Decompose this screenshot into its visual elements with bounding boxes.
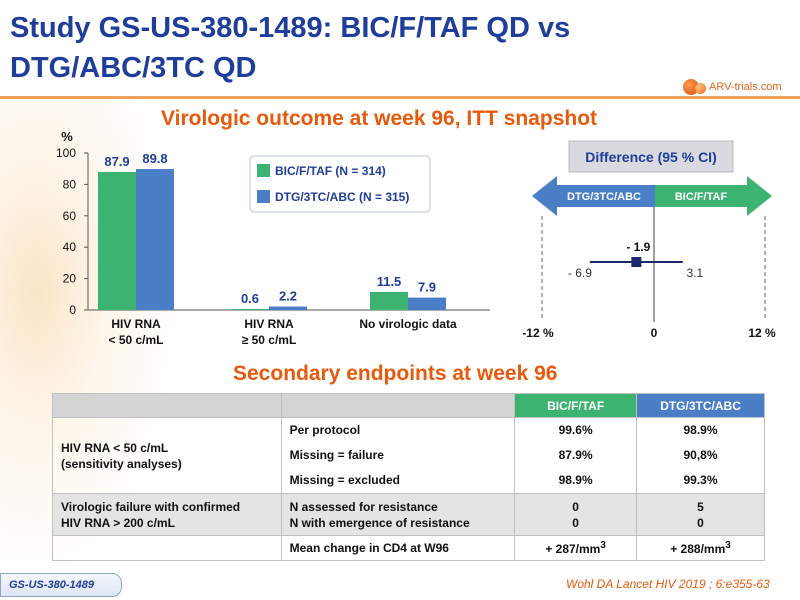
cd4-dtg-value: + 288/mm [670, 542, 726, 556]
header-bic: BIC/F/TAF [514, 393, 638, 418]
cd4-bic-value: + 287/mm [545, 542, 601, 556]
cd4-label: Mean change in CD4 at W96 [280, 535, 516, 561]
bar-value-label: 7.9 [418, 280, 436, 295]
legend-swatch-bic [257, 164, 270, 177]
cd4-bic-cell: + 287/mm3 [514, 535, 638, 561]
subrow-label: N with emergence of resistance [289, 515, 470, 530]
cell-value: 0 [697, 515, 704, 530]
legend-swatch-dtg [257, 190, 270, 203]
cell-value: 99.3% [683, 473, 718, 487]
cell-value: 87.9% [558, 448, 593, 462]
group1-label-line2: (sensitivity analyses) [61, 456, 182, 471]
header-blank-1 [52, 393, 282, 418]
arrow-label-bic: BIC/F/TAF [675, 191, 728, 203]
logo-text: ARV-trials.com [709, 81, 782, 93]
cd4-dtg-sup: 3 [725, 540, 731, 551]
axis-label-zero: 0 [651, 326, 658, 340]
arrow-favours-bic [655, 176, 772, 216]
cell-value: 5 [697, 499, 704, 514]
group2-label-line1: Virologic failure with confirmed [61, 499, 241, 514]
secondary-endpoints-title: Secondary endpoints at week 96 [233, 362, 558, 385]
header-blank-2 [280, 393, 516, 418]
group1-bic-values: 99.6% 87.9% 98.9% [514, 417, 638, 494]
table-row: HIV RNA < 50 c/mL (sensitivity analyses)… [52, 417, 765, 494]
bar-dtg [408, 297, 446, 310]
difference-title-box [568, 140, 734, 173]
arrow-favours-dtg [532, 176, 655, 216]
group2-label-line2: HIV RNA > 200 c/mL [61, 515, 175, 530]
legend-label-bic: BIC/F/TAF (N = 314) [275, 164, 386, 178]
cd4-blank [52, 535, 282, 561]
group2-sublabels: N assessed for resistance N with emergen… [280, 493, 516, 536]
bar-value-label: 0.6 [241, 291, 259, 306]
table-row: Virologic failure with confirmed HIV RNA… [52, 493, 765, 536]
cell-value: 0 [572, 499, 579, 514]
group1-sublabels: Per protocol Missing = failure Missing =… [280, 417, 516, 494]
group1-label: HIV RNA < 50 c/mL (sensitivity analyses) [52, 417, 282, 494]
subrow-label: N assessed for resistance [289, 499, 438, 514]
bar-value-label: 11.5 [377, 274, 402, 289]
cd4-bic-sup: 3 [600, 540, 606, 551]
chart-title: Virologic outcome at week 96, ITT snapsh… [161, 107, 598, 130]
header-dtg: DTG/3TC/ABC [636, 393, 765, 418]
cell-value: 99.6% [558, 423, 593, 437]
citation: Wohl DA Lancet HIV 2019 ; 6:e355-63 [566, 577, 770, 591]
category-label: No virologic data [359, 317, 457, 331]
axis-label-min: -12 % [522, 326, 554, 340]
group2-label: Virologic failure with confirmed HIV RNA… [52, 493, 282, 536]
ci-lower-label: - 6.9 [568, 266, 592, 280]
legend-label-dtg: DTG/3TC/ABC (N = 315) [275, 190, 409, 204]
title-divider [0, 96, 800, 99]
point-estimate-label: - 1.9 [626, 240, 650, 254]
legend-box [249, 155, 431, 213]
cell-value: 98.9% [683, 423, 718, 437]
bar-dtg [269, 306, 307, 310]
slide-title: Study GS-US-380-1489: BIC/F/TAF QD vs DT… [10, 12, 571, 84]
axis-label-max: 12 % [748, 326, 776, 340]
group2-dtg-values: 5 0 [636, 493, 765, 536]
subrow-label: Per protocol [289, 423, 361, 437]
chart-legend: BIC/F/TAF (N = 314) DTG/3TC/ABC (N = 315… [249, 155, 431, 213]
bar-bic [370, 291, 408, 310]
cell-value: 98.9% [558, 473, 593, 487]
cd4-dtg-cell: + 288/mm3 [636, 535, 765, 561]
category-label: HIV RNA [244, 317, 294, 331]
cell-value: 90,8% [683, 448, 718, 462]
ci-upper-label: 3.1 [686, 266, 703, 280]
subrow-label: Missing = excluded [289, 473, 400, 487]
secondary-endpoints-table: BIC/F/TAF DTG/3TC/ABC HIV RNA < 50 c/mL … [52, 393, 765, 561]
bar-value-label: 2.2 [279, 289, 297, 304]
table-row: Mean change in CD4 at W96 + 287/mm3 + 28… [52, 535, 765, 561]
subrow-label: Missing = failure [289, 448, 384, 462]
study-badge: GS-US-380-1489 [0, 573, 122, 597]
group1-dtg-values: 98.9% 90,8% 99.3% [636, 417, 765, 494]
group1-label-line1: HIV RNA < 50 c/mL [61, 440, 169, 455]
arrow-label-dtg: DTG/3TC/ABC [567, 191, 641, 203]
globe-small-icon [695, 83, 706, 94]
group2-bic-values: 0 0 [514, 493, 638, 536]
table-header-row: BIC/F/TAF DTG/3TC/ABC [52, 393, 765, 418]
category-label: ≥ 50 c/mL [242, 333, 297, 347]
arv-trials-logo: ARV-trials.com [683, 76, 793, 100]
bar-bic [231, 309, 269, 310]
difference-title: Difference (95 % CI) [585, 149, 716, 165]
point-estimate-marker [631, 257, 642, 267]
cell-value: 0 [572, 515, 579, 530]
